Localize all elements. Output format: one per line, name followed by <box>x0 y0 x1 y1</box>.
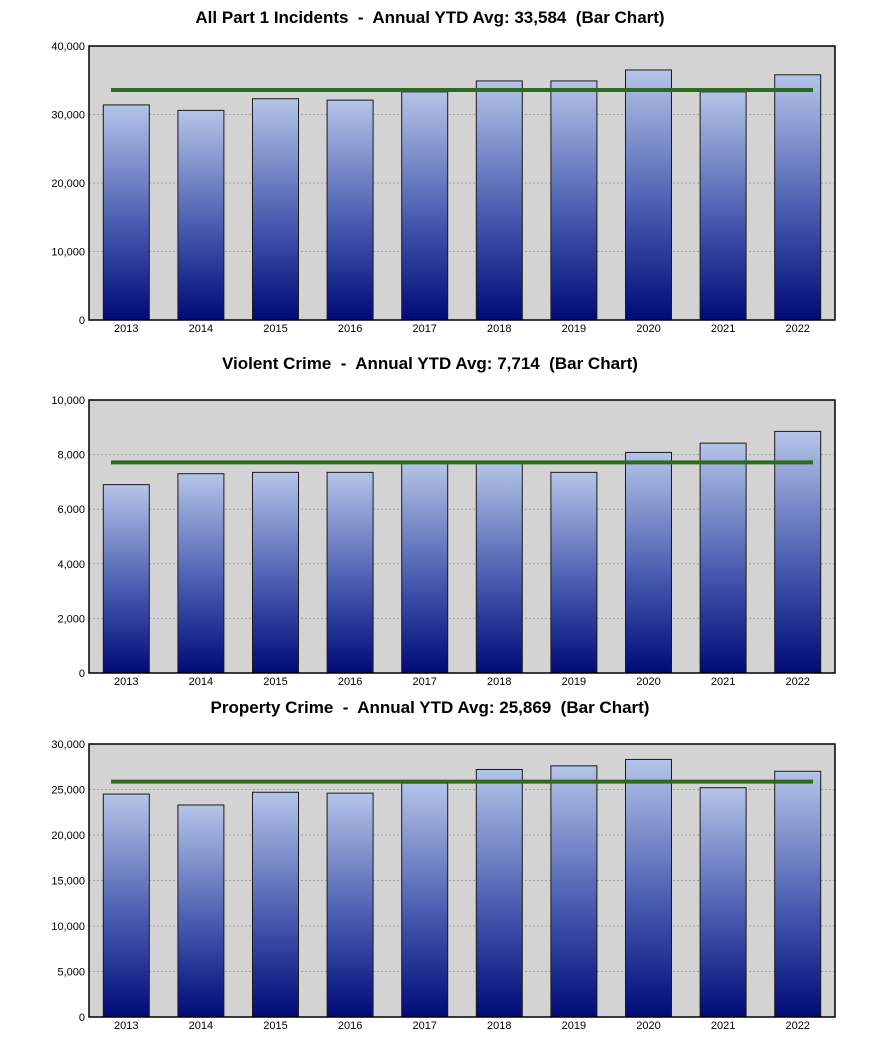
x-tick-label: 2020 <box>636 323 660 335</box>
bar-2015 <box>252 471 299 674</box>
bar-2016 <box>326 471 374 674</box>
y-tick-label: 10,000 <box>51 395 85 407</box>
y-tick-label: 0 <box>79 1012 85 1024</box>
y-tick-label: 2,000 <box>57 613 85 625</box>
x-tick-label: 2016 <box>338 1020 362 1032</box>
bar-2017 <box>401 782 449 1018</box>
chart-title: Violent Crime - Annual YTD Avg: 7,714 (B… <box>222 354 638 373</box>
chart-title: All Part 1 Incidents - Annual YTD Avg: 3… <box>195 8 665 27</box>
chart-title: Property Crime - Annual YTD Avg: 25,869 … <box>210 698 650 717</box>
y-tick-label: 8,000 <box>57 450 85 462</box>
x-tick-label: 2018 <box>487 676 511 688</box>
bar-2021 <box>699 91 747 321</box>
bar-2020 <box>625 451 672 674</box>
x-tick-label: 2017 <box>412 323 436 335</box>
bar-2021 <box>699 442 747 674</box>
x-tick-label: 2013 <box>114 323 138 335</box>
bar-2013 <box>102 793 150 1018</box>
x-tick-label: 2015 <box>263 676 287 688</box>
x-tick-label: 2013 <box>114 1020 138 1032</box>
y-tick-label: 0 <box>79 668 85 680</box>
x-tick-label: 2016 <box>338 676 362 688</box>
x-tick-label: 2018 <box>487 323 511 335</box>
x-tick-label: 2015 <box>263 323 287 335</box>
bar-chart-all-part-1: 0 10,000 20,000 30,000 40,000 2013 2014 2015 201… <box>51 41 836 335</box>
bar-chart-violent-crime: 0 2,000 4,000 6,000 8,000 10,000 2013 2014 2015 2… <box>51 395 836 688</box>
x-tick-label: 2014 <box>189 1020 213 1032</box>
bar-2020 <box>625 69 672 321</box>
bar-2020 <box>625 758 672 1018</box>
bar-2016 <box>326 792 374 1018</box>
x-tick-label: 2021 <box>711 323 735 335</box>
plot-border <box>88 743 836 1018</box>
x-tick-label: 2019 <box>562 323 586 335</box>
bar-2018 <box>475 768 523 1018</box>
x-tick-label: 2022 <box>785 676 809 688</box>
x-tick-label: 2019 <box>562 676 586 688</box>
bar-2013 <box>102 104 150 321</box>
y-tick-label: 15,000 <box>51 876 85 888</box>
bar-2019 <box>550 471 598 674</box>
y-tick-label: 4,000 <box>57 559 85 571</box>
x-tick-label: 2018 <box>487 1020 511 1032</box>
x-tick-label: 2020 <box>636 1020 660 1032</box>
bar-2021 <box>699 787 747 1018</box>
plot-border <box>88 399 836 674</box>
x-tick-label: 2014 <box>189 676 213 688</box>
x-tick-label: 2021 <box>711 676 735 688</box>
y-tick-label: 25,000 <box>51 785 85 797</box>
y-tick-label: 30,000 <box>51 739 85 751</box>
bar-2016 <box>326 99 374 321</box>
bar-2018 <box>475 80 523 321</box>
y-tick-label: 20,000 <box>51 830 85 842</box>
plot-border <box>88 45 836 321</box>
y-tick-label: 0 <box>79 315 85 327</box>
bar-2014 <box>177 473 225 674</box>
bar-2014 <box>177 804 225 1018</box>
x-tick-label: 2014 <box>189 323 213 335</box>
x-tick-label: 2022 <box>785 1020 809 1032</box>
x-tick-label: 2021 <box>711 1020 735 1032</box>
y-tick-label: 20,000 <box>51 178 85 190</box>
x-tick-label: 2013 <box>114 676 138 688</box>
bar-2018 <box>475 462 523 674</box>
x-tick-label: 2017 <box>412 676 436 688</box>
bar-2017 <box>401 91 449 321</box>
bar-2022 <box>774 430 822 674</box>
bar-2015 <box>252 791 299 1018</box>
x-tick-label: 2017 <box>412 1020 436 1032</box>
bar-2013 <box>102 484 150 674</box>
y-tick-label: 10,000 <box>51 921 85 933</box>
bar-2022 <box>774 770 822 1018</box>
x-tick-label: 2016 <box>338 323 362 335</box>
y-tick-label: 5,000 <box>57 967 85 979</box>
x-tick-label: 2015 <box>263 1020 287 1032</box>
x-tick-label: 2019 <box>562 1020 586 1032</box>
y-tick-label: 10,000 <box>51 247 85 259</box>
y-tick-label: 30,000 <box>51 110 85 122</box>
bar-2019 <box>550 80 598 321</box>
y-tick-label: 6,000 <box>57 504 85 516</box>
y-tick-label: 40,000 <box>51 41 85 53</box>
bar-2019 <box>550 765 598 1018</box>
bar-2022 <box>774 74 822 321</box>
x-tick-label: 2020 <box>636 676 660 688</box>
x-tick-label: 2022 <box>785 323 809 335</box>
